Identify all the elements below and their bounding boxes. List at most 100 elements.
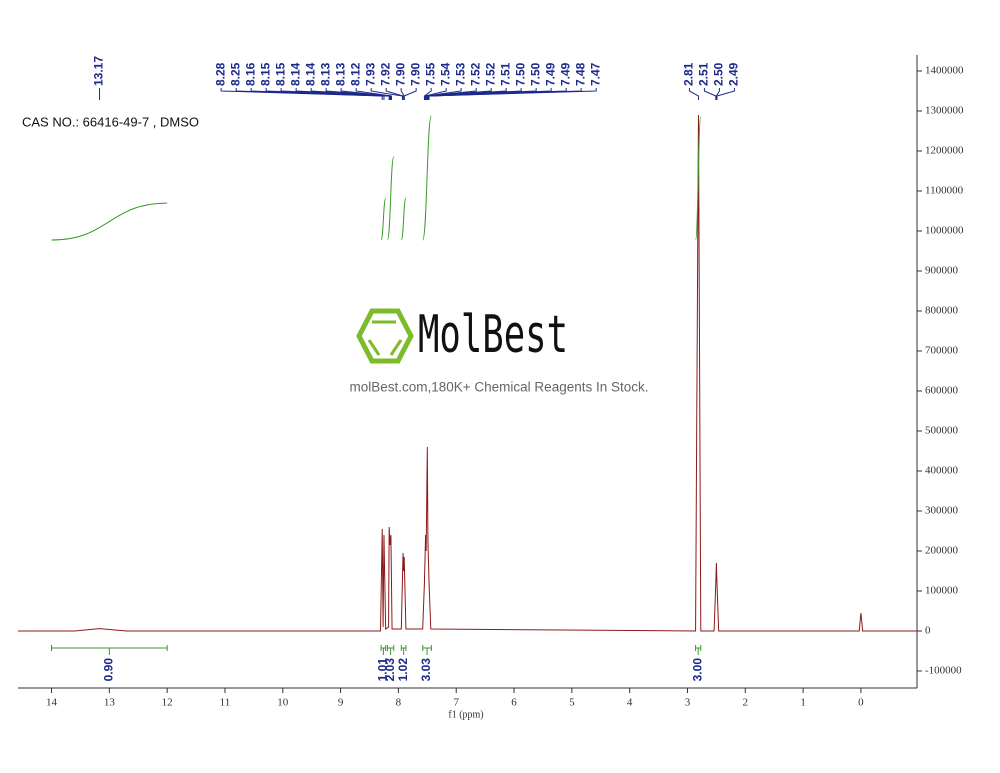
x-tick-label: 4 xyxy=(627,697,633,709)
x-tick-label: 6 xyxy=(511,697,517,709)
y-tick-label: 1000000 xyxy=(925,225,964,237)
peak-label: 7.90 xyxy=(393,62,407,86)
peak-label: 8.15 xyxy=(258,62,272,86)
peak-label: 8.12 xyxy=(348,62,362,86)
peak-label: 2.50 xyxy=(712,62,726,86)
integral-bracket xyxy=(422,645,432,655)
peak-label: 7.90 xyxy=(408,62,422,86)
peak-label: 7.50 xyxy=(528,62,542,86)
peak-label: 8.13 xyxy=(333,62,347,86)
tagline: molBest.com,180K+ Chemical Reagents In S… xyxy=(349,380,648,395)
peak-label: 7.51 xyxy=(498,62,512,86)
peak-leader xyxy=(310,88,391,100)
peak-label: 2.51 xyxy=(697,62,711,86)
peak-label: 7.49 xyxy=(543,62,557,86)
y-tick-label: 1300000 xyxy=(925,105,964,117)
peak-label: 7.50 xyxy=(513,62,527,86)
peak-leader xyxy=(423,88,432,100)
annotation: CAS NO.: 66416-49-7 , DMSO xyxy=(22,114,199,129)
x-tick-label: 9 xyxy=(338,697,344,709)
x-tick-label: 11 xyxy=(220,697,231,709)
y-tick-label: 100000 xyxy=(925,585,959,597)
peak-label: 7.52 xyxy=(468,62,482,86)
peak-label: 2.81 xyxy=(682,62,696,86)
y-tick-label: 700000 xyxy=(925,345,959,357)
y-tick-label: -100000 xyxy=(925,665,962,677)
peak-label: 7.47 xyxy=(588,62,602,86)
y-tick-label: 400000 xyxy=(925,465,959,477)
spectrum xyxy=(18,114,917,632)
peak-leader xyxy=(403,88,417,100)
peak-leader xyxy=(340,88,392,100)
x-tick-label: 12 xyxy=(162,697,173,709)
x-tick-label: 5 xyxy=(569,697,575,709)
peak-leader xyxy=(428,88,597,100)
peak-leader xyxy=(703,88,717,100)
x-tick-label: 14 xyxy=(46,697,58,709)
y-tick-label: 200000 xyxy=(925,545,959,557)
logo xyxy=(356,308,414,364)
y-tick-label: 800000 xyxy=(925,305,959,317)
integral-curve xyxy=(695,116,702,241)
peak-leader xyxy=(715,88,720,100)
integral-label: 0.90 xyxy=(102,658,116,682)
watermark: MolBest xyxy=(418,305,568,365)
integral-label: 1.02 xyxy=(396,658,410,682)
x-tick-label: 10 xyxy=(277,697,289,709)
y-tick-label: 900000 xyxy=(925,265,959,277)
integral-label: 3.00 xyxy=(690,658,704,682)
peak-leader xyxy=(355,88,392,100)
x-tick-label: 2 xyxy=(743,697,749,709)
peak-label: 8.14 xyxy=(288,62,302,86)
x-tick-label: 7 xyxy=(453,697,459,709)
peak-label: 2.49 xyxy=(727,62,741,86)
integral-curve xyxy=(386,156,395,241)
y-tick-label: 0 xyxy=(925,625,931,637)
peak-label: 7.93 xyxy=(363,62,377,86)
peak-label: 8.13 xyxy=(318,62,332,86)
integral-bracket xyxy=(400,645,407,655)
peak-leader xyxy=(424,88,447,100)
integral-bracket xyxy=(386,645,395,655)
integral-curve xyxy=(400,197,407,241)
y-tick-label: 1100000 xyxy=(925,185,964,197)
y-tick-label: 1400000 xyxy=(925,65,964,77)
y-tick-label: 500000 xyxy=(925,425,959,437)
peak-label: 7.54 xyxy=(438,62,452,86)
peak-label: 7.55 xyxy=(423,62,437,86)
integral-curve xyxy=(51,202,168,241)
peak-label: 7.92 xyxy=(378,62,392,86)
integral-curve xyxy=(380,198,387,241)
integral-label: 1.01 xyxy=(376,658,390,682)
integral-bracket xyxy=(695,645,702,655)
x-tick-label: 1 xyxy=(800,697,806,709)
peak-label: 8.25 xyxy=(228,62,242,86)
integral-label: 2.03 xyxy=(383,658,397,682)
peak-leader xyxy=(688,88,699,100)
integral-bracket xyxy=(380,645,387,655)
peak-leader xyxy=(425,88,462,100)
peak-label: 8.28 xyxy=(213,62,227,86)
x-tick-label: 8 xyxy=(396,697,402,709)
x-axis-label: f1 (ppm) xyxy=(448,709,483,720)
peak-leader xyxy=(385,88,404,100)
peak-label: 7.48 xyxy=(573,62,587,86)
peak-label: 13.17 xyxy=(92,56,106,86)
peak-label: 7.53 xyxy=(453,62,467,86)
peak-label: 7.52 xyxy=(483,62,497,86)
y-tick-label: 300000 xyxy=(925,505,959,517)
integral-label: 3.03 xyxy=(419,658,433,682)
peak-leader xyxy=(370,88,403,100)
x-tick-label: 3 xyxy=(685,697,691,709)
y-tick-label: 1200000 xyxy=(925,145,964,157)
peak-label: 8.14 xyxy=(303,62,317,86)
peak-leader xyxy=(716,88,735,100)
integral-curve xyxy=(422,115,432,241)
peak-label: 8.16 xyxy=(243,62,257,86)
y-tick-label: 600000 xyxy=(925,385,959,397)
x-tick-label: 0 xyxy=(858,697,864,709)
integral-bracket xyxy=(51,645,168,655)
x-tick-label: 13 xyxy=(104,697,116,709)
peak-label: 8.15 xyxy=(273,62,287,86)
